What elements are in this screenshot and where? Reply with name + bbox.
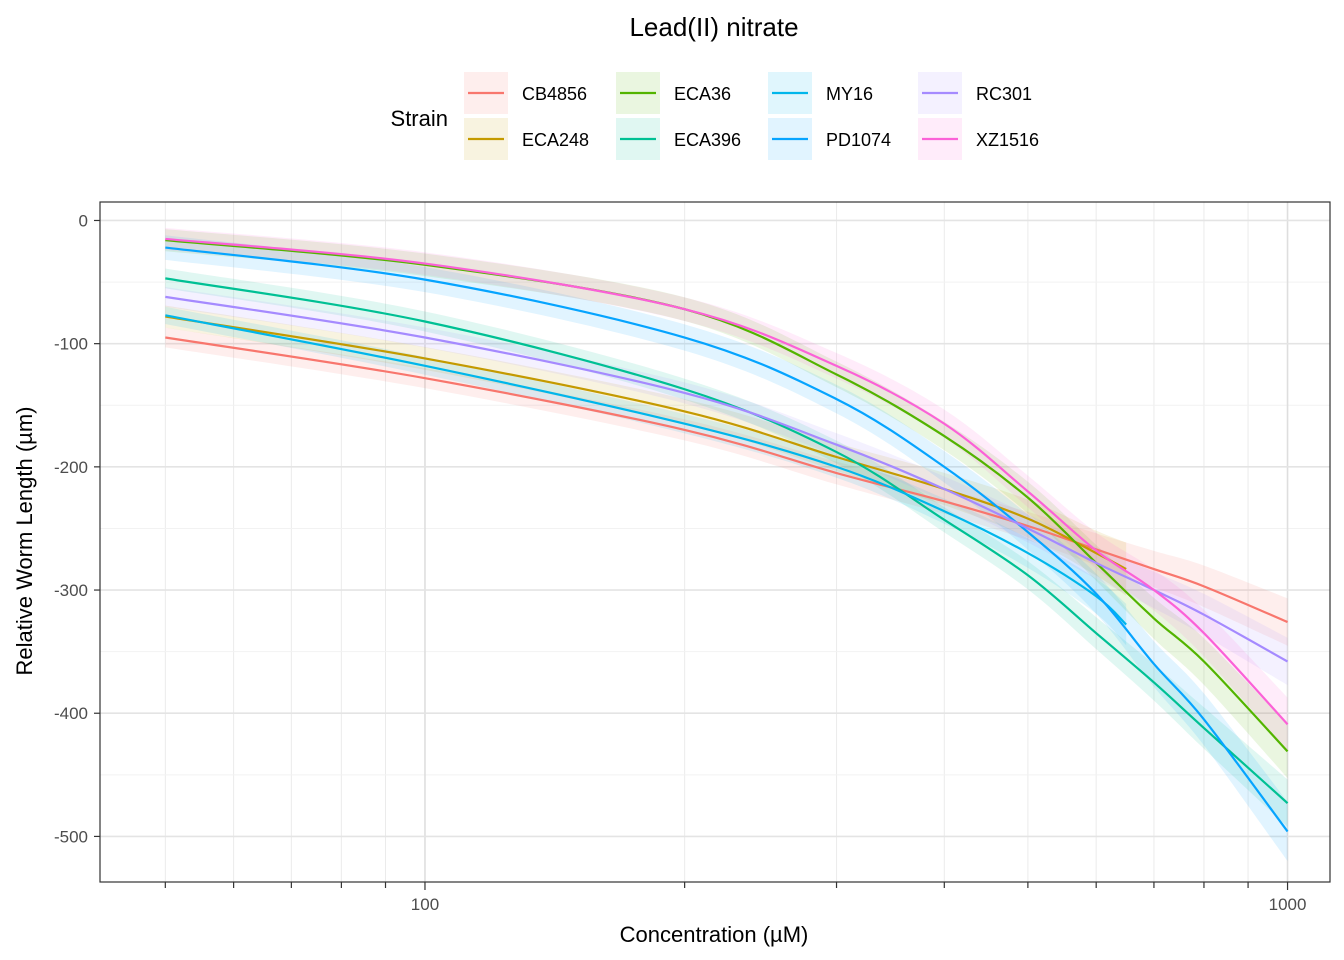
line-RC301 <box>165 295 1289 663</box>
plot-border <box>99 201 1331 883</box>
legend-label: RC301 <box>976 84 1032 104</box>
band-XZ1516 <box>165 227 1288 751</box>
legend-label: ECA36 <box>674 84 731 104</box>
line-ECA248 <box>165 315 1127 571</box>
legend-item-RC301: RC301 <box>918 72 1032 114</box>
line-CB4856 <box>165 336 1288 624</box>
legend: Strain CB4856 ECA248 ECA36 ECA396 MY16 PD1074 R… <box>391 72 1039 160</box>
series-lines <box>165 237 1289 833</box>
y-tick-label: 0 <box>79 211 88 230</box>
line-ECA396 <box>165 277 1289 804</box>
line-MY16 <box>165 314 1127 626</box>
y-tick-label: -200 <box>54 458 88 477</box>
legend-item-ECA248: ECA248 <box>464 118 589 160</box>
chart-title: Lead(II) nitrate <box>629 12 798 42</box>
legend-label: ECA396 <box>674 130 741 150</box>
legend-item-MY16: MY16 <box>768 72 873 114</box>
legend-title: Strain <box>391 106 448 131</box>
y-tick-label: -400 <box>54 704 88 723</box>
plot-panel <box>100 202 1330 882</box>
band-CB4856 <box>165 327 1288 646</box>
y-tick-label: -100 <box>54 335 88 354</box>
legend-item-ECA396: ECA396 <box>616 118 741 160</box>
legend-label: PD1074 <box>826 130 891 150</box>
y-tick-label: -500 <box>54 827 88 846</box>
line-PD1074 <box>165 246 1289 833</box>
band-MY16 <box>165 306 1127 646</box>
legend-item-CB4856: CB4856 <box>464 72 587 114</box>
legend-item-PD1074: PD1074 <box>768 118 891 160</box>
x-tick-label: 1000 <box>1269 895 1307 914</box>
legend-item-XZ1516: XZ1516 <box>918 118 1039 160</box>
line-ECA36 <box>165 239 1289 753</box>
legend-label: ECA248 <box>522 130 589 150</box>
legend-item-ECA36: ECA36 <box>616 72 731 114</box>
legend-label: MY16 <box>826 84 873 104</box>
line-XZ1516 <box>165 237 1289 726</box>
y-tick-label: -300 <box>54 581 88 600</box>
axes: 0 -100 -200 -300 -400 -500 100 1000 <box>54 211 1306 914</box>
legend-label: XZ1516 <box>976 130 1039 150</box>
x-tick-label: 100 <box>411 895 439 914</box>
legend-label: CB4856 <box>522 84 587 104</box>
band-PD1074 <box>165 235 1288 862</box>
y-axis-title: Relative Worm Length (µm) <box>12 406 37 675</box>
x-axis-title: Concentration (µM) <box>620 922 809 947</box>
